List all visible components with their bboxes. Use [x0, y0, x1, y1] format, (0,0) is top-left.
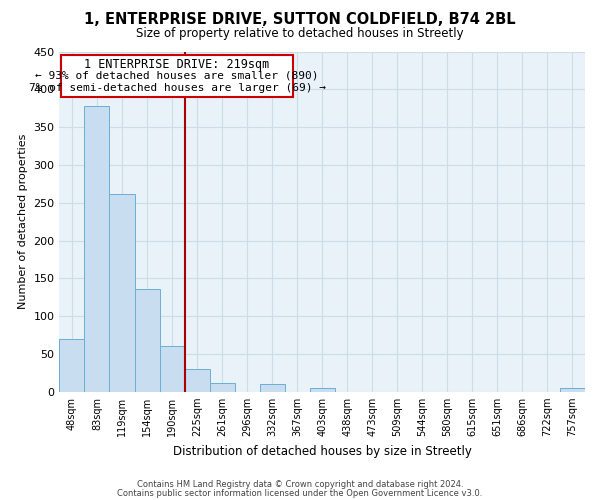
Bar — [209, 384, 235, 392]
Text: Size of property relative to detached houses in Streetly: Size of property relative to detached ho… — [136, 28, 464, 40]
Bar — [560, 388, 585, 392]
Text: Contains HM Land Registry data © Crown copyright and database right 2024.: Contains HM Land Registry data © Crown c… — [137, 480, 463, 489]
Bar — [109, 194, 134, 392]
Text: 1 ENTERPRISE DRIVE: 219sqm: 1 ENTERPRISE DRIVE: 219sqm — [85, 58, 269, 71]
Text: 1, ENTERPRISE DRIVE, SUTTON COLDFIELD, B74 2BL: 1, ENTERPRISE DRIVE, SUTTON COLDFIELD, B… — [84, 12, 516, 28]
FancyBboxPatch shape — [61, 56, 293, 97]
Text: ← 93% of detached houses are smaller (890): ← 93% of detached houses are smaller (89… — [35, 70, 319, 81]
Bar — [85, 106, 109, 392]
Bar — [134, 289, 160, 392]
Bar — [310, 388, 335, 392]
Bar — [59, 339, 85, 392]
Bar — [260, 384, 284, 392]
Bar — [160, 346, 185, 392]
Y-axis label: Number of detached properties: Number of detached properties — [18, 134, 28, 310]
Bar — [185, 369, 209, 392]
X-axis label: Distribution of detached houses by size in Streetly: Distribution of detached houses by size … — [173, 444, 472, 458]
Text: Contains public sector information licensed under the Open Government Licence v3: Contains public sector information licen… — [118, 488, 482, 498]
Text: 7% of semi-detached houses are larger (69) →: 7% of semi-detached houses are larger (6… — [29, 82, 326, 92]
